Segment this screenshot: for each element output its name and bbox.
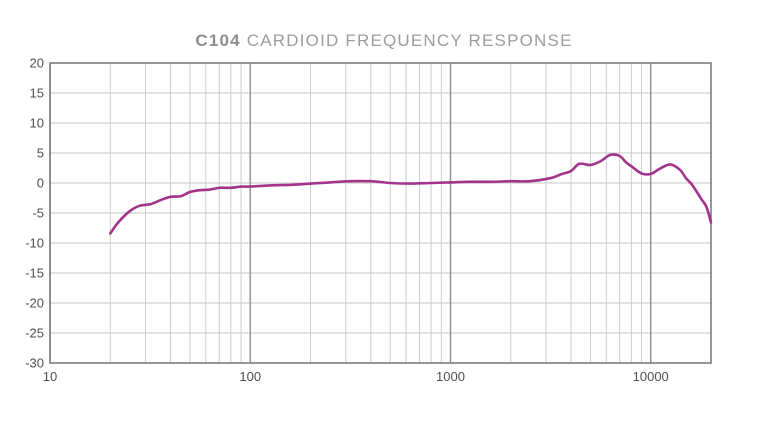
y-tick-label: 10 — [30, 116, 44, 131]
chart-title-model: C104 — [195, 31, 241, 50]
series-layer — [108, 153, 713, 235]
y-tick-label: -10 — [25, 236, 44, 251]
x-tick-label: 10 — [43, 369, 57, 384]
x-tick-labels: 10 100 1000 10000 — [43, 369, 669, 384]
y-tick-labels: 20 15 10 5 0 -5 -10 -15 -20 -25 -30 — [25, 56, 44, 371]
y-tick-label: 15 — [30, 86, 44, 101]
plot-frame — [49, 62, 712, 364]
y-tick-label: -15 — [25, 266, 44, 281]
x-tick-label: 1000 — [436, 369, 465, 384]
chart-title: C104 CARDIOID FREQUENCY RESPONSE — [0, 31, 768, 51]
horizontal-gridlines — [50, 62, 711, 364]
chart-title-text: CARDIOID FREQUENCY RESPONSE — [240, 31, 573, 50]
series-line — [108, 153, 713, 235]
y-tick-label: 0 — [37, 176, 44, 191]
y-tick-label: 5 — [37, 146, 44, 161]
y-tick-label: -5 — [32, 206, 44, 221]
y-tick-label: -30 — [25, 356, 44, 371]
y-tick-label: -20 — [25, 296, 44, 311]
x-tick-label: 10000 — [633, 369, 669, 384]
y-tick-label: 20 — [30, 56, 44, 71]
y-tick-label: -25 — [25, 326, 44, 341]
x-tick-label: 100 — [239, 369, 261, 384]
